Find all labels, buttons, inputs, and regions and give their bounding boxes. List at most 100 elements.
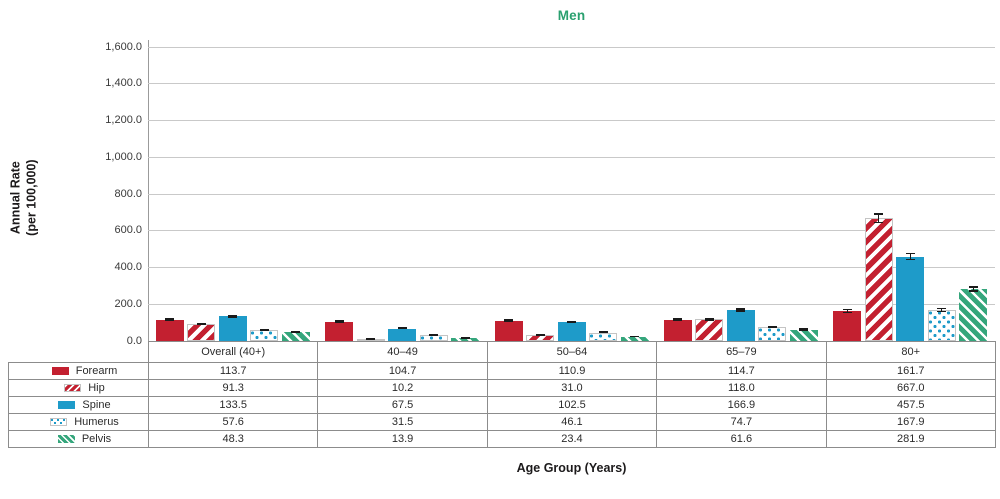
table-value-hip-2: 31.0	[486, 379, 658, 397]
error-bar-cap-top	[259, 329, 269, 331]
bar-forearm-4	[833, 311, 862, 341]
legend-cell-spine: Spine	[8, 396, 149, 414]
bar-hip-4	[864, 218, 893, 341]
legend-label-spine: Spine	[82, 399, 111, 411]
bar-hip-3	[695, 319, 724, 341]
gridline	[148, 46, 995, 48]
bar-forearm-3	[663, 319, 692, 341]
error-bar-cap-top	[334, 320, 344, 322]
error-bar-cap-bottom	[799, 329, 809, 331]
age-group-header-3: 65–79	[656, 341, 827, 363]
table-value-pelvis-0: 48.3	[147, 430, 319, 448]
data-table-with-legend: Overall (40+) 40–49 50–64 65–79 80+ Forearm 11…	[8, 341, 996, 448]
legend-label-hip: Hip	[88, 382, 105, 394]
table-value-pelvis-2: 23.4	[486, 430, 658, 448]
chart-title: Men	[557, 8, 586, 23]
error-bar-cap-top	[165, 318, 175, 320]
error-bar-cap-bottom	[259, 329, 269, 332]
error-bar-cap-bottom	[767, 326, 777, 329]
legend-cell-pelvis: Pelvis	[8, 430, 149, 448]
table-value-spine-3: 166.9	[656, 396, 827, 414]
error-bar-cap-top	[228, 314, 238, 317]
table-value-spine-1: 67.5	[317, 396, 488, 414]
error-bar-cap-top	[291, 330, 301, 333]
table-row-spine: Spine 133.5 67.5 102.5 166.9 457.5	[8, 396, 996, 414]
y-tick-label: 800.0	[114, 187, 142, 200]
error-bar-cap-top	[799, 328, 809, 330]
legend-label-humerus: Humerus	[74, 416, 119, 428]
error-bar-whisker	[909, 253, 911, 261]
legend-swatch-humerus-icon	[50, 418, 68, 426]
error-bar-whisker	[878, 213, 880, 224]
error-bar-cap-top	[842, 308, 852, 311]
error-bar-cap-bottom	[905, 258, 915, 261]
error-bar-cap-bottom	[504, 320, 513, 322]
bar-hip-0	[187, 324, 216, 341]
y-tick-label: 1,600.0	[105, 40, 142, 53]
bar-humerus-0	[250, 330, 279, 341]
y-tick-label: 1,200.0	[105, 114, 142, 126]
error-bar-cap-top	[937, 307, 947, 310]
error-bar-cap-bottom	[598, 331, 608, 334]
error-bar-cap-bottom	[567, 321, 576, 324]
bar-pelvis-0	[281, 332, 310, 341]
bar-spine-2	[557, 322, 586, 341]
table-value-hip-0: 91.3	[147, 379, 319, 397]
error-bar-cap-bottom	[736, 310, 746, 312]
error-bar-whisker	[972, 286, 974, 292]
error-bar-cap-bottom	[842, 311, 852, 314]
error-bar-cap-bottom	[429, 334, 439, 336]
error-bar-cap-top	[874, 213, 884, 215]
gridline	[148, 193, 995, 195]
plot-area	[148, 46, 995, 342]
error-bar-cap-bottom	[704, 319, 714, 321]
table-corner-blank	[9, 342, 149, 363]
legend-cell-humerus: Humerus	[8, 413, 149, 431]
table-value-hip-4: 667.0	[825, 379, 996, 397]
error-bar-cap-bottom	[630, 335, 639, 338]
x-axis-title: Age Group (Years)	[516, 461, 627, 475]
bar-pelvis-1	[451, 338, 480, 341]
y-tick-label: 0.0	[126, 334, 142, 347]
error-bar-cap-top	[704, 317, 714, 320]
table-row-humerus: Humerus 57.6 31.5 46.1 74.7 167.9	[8, 413, 996, 431]
table-value-pelvis-4: 281.9	[825, 430, 996, 448]
bar-spine-1	[388, 328, 417, 341]
y-tick-label: 1,400.0	[105, 77, 142, 90]
legend-label-pelvis: Pelvis	[81, 433, 112, 445]
error-bar-cap-bottom	[535, 334, 545, 336]
table-value-pelvis-3: 61.6	[656, 430, 827, 448]
error-bar-cap-top	[767, 325, 777, 328]
error-bar-cap-bottom	[460, 337, 470, 339]
table-value-pelvis-1: 13.9	[317, 430, 488, 448]
legend-swatch-hip-icon	[64, 384, 82, 392]
gridline	[148, 156, 995, 158]
error-bar-cap-top	[673, 318, 683, 320]
y-axis-title: Annual Rate (per 100,000)	[8, 98, 39, 298]
y-tick-label: 200.0	[114, 297, 142, 310]
table-row-forearm: Forearm 113.7 104.7 110.9 114.7 161.7	[8, 362, 996, 380]
y-axis-line	[148, 40, 149, 341]
legend-cell-hip: Hip	[8, 379, 149, 397]
error-bar-cap-bottom	[366, 338, 376, 340]
error-bar-cap-bottom	[228, 316, 238, 318]
bar-humerus-3	[758, 327, 787, 341]
gridline	[148, 83, 995, 85]
table-value-forearm-1: 104.7	[317, 362, 488, 380]
y-tick-label: 600.0	[114, 224, 142, 237]
bar-humerus-4	[927, 310, 956, 341]
error-bar-cap-top	[968, 286, 978, 288]
table-value-humerus-2: 46.1	[486, 413, 658, 431]
bar-pelvis-3	[789, 329, 818, 341]
error-bar-cap-bottom	[673, 319, 683, 322]
legend-label-forearm: Forearm	[75, 365, 118, 377]
error-bar-whisker	[846, 309, 848, 314]
bar-spine-4	[896, 256, 925, 341]
table-value-forearm-3: 114.7	[656, 362, 827, 380]
bar-forearm-1	[325, 321, 354, 341]
legend-swatch-spine-icon	[58, 401, 76, 409]
legend-cell-forearm: Forearm	[8, 362, 149, 380]
gridline	[148, 267, 995, 268]
age-group-header-2: 50–64	[486, 341, 658, 363]
